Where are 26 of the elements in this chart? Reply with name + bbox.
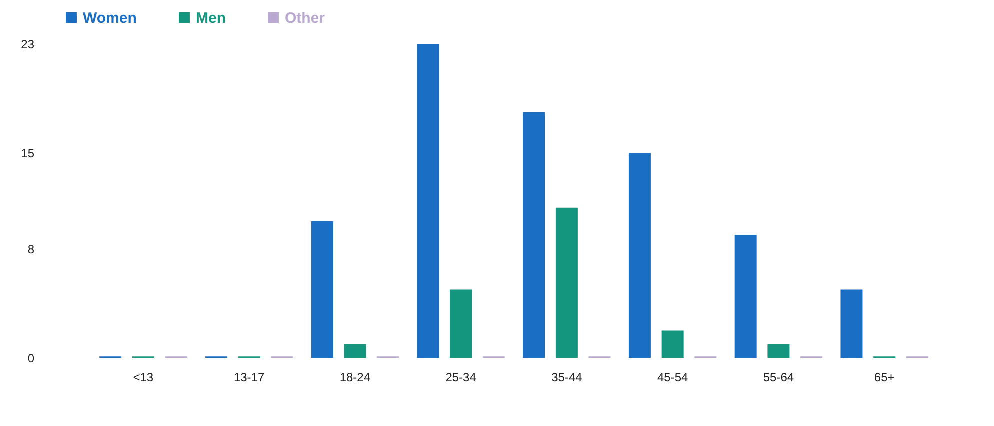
y-tick-label: 8 xyxy=(28,242,35,256)
y-tick-label: 23 xyxy=(21,38,35,52)
bar xyxy=(450,290,472,358)
legend-label: Other xyxy=(285,10,326,27)
x-tick-label: 65+ xyxy=(874,370,895,384)
legend-label: Women xyxy=(83,10,137,27)
bar xyxy=(768,344,790,358)
bar xyxy=(523,112,546,358)
x-tick-label: 18-24 xyxy=(340,370,371,384)
x-tick-label: 13-17 xyxy=(234,370,265,384)
y-tick-label: 15 xyxy=(21,146,35,161)
legend-label: Men xyxy=(196,10,226,27)
x-tick-label: 45-54 xyxy=(657,370,688,384)
bar xyxy=(311,221,334,358)
bar xyxy=(556,208,578,358)
x-tick-label: 25-34 xyxy=(446,370,477,384)
bar xyxy=(840,290,863,358)
x-tick-label: 55-64 xyxy=(763,370,794,384)
x-tick-label: 35-44 xyxy=(552,370,583,384)
bar xyxy=(662,330,684,358)
bar xyxy=(734,235,757,358)
bar xyxy=(417,44,440,358)
bar xyxy=(344,344,366,358)
y-tick-label: 0 xyxy=(28,352,35,366)
x-tick-label: <13 xyxy=(133,370,154,384)
bar xyxy=(628,153,651,358)
